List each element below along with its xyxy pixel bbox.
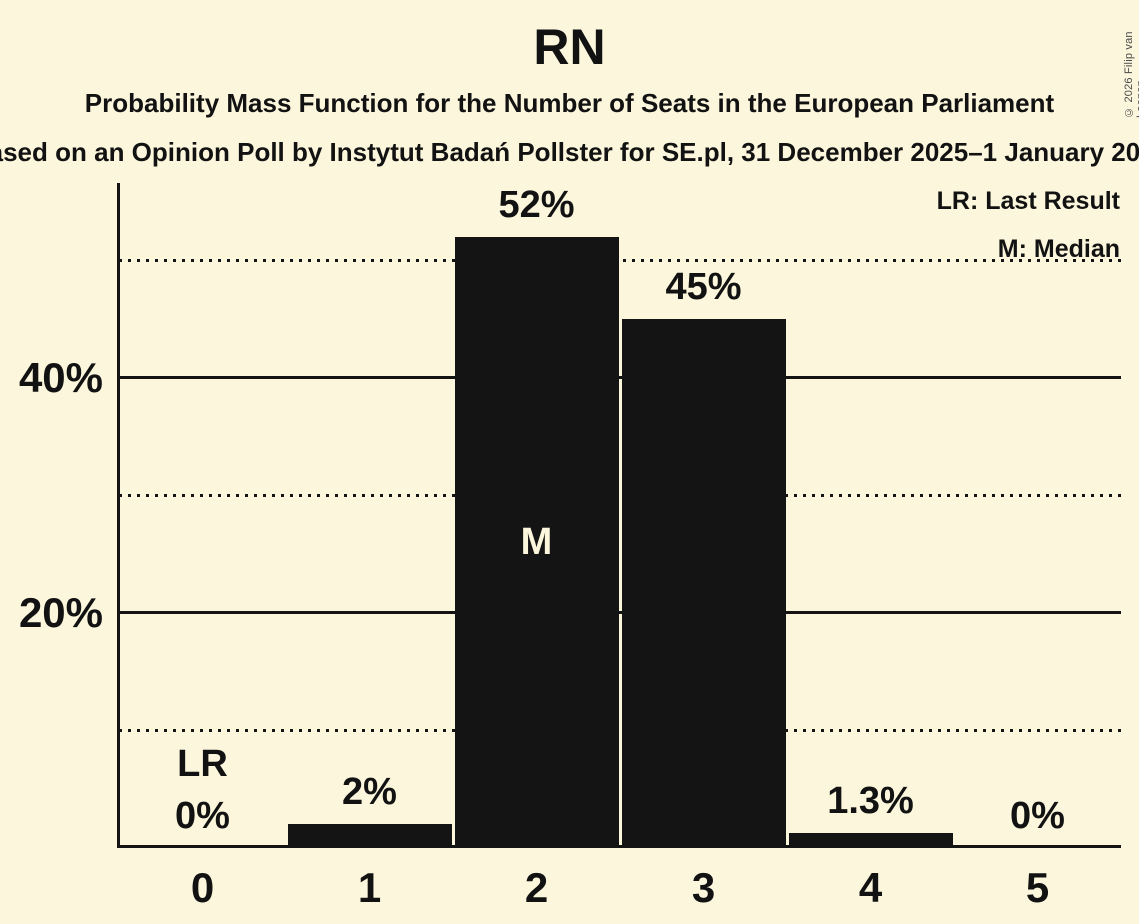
gridline-10 [119, 728, 1121, 732]
legend-last-result-label: LR: Last Result [936, 187, 1120, 215]
y-tick-label-40: 40% [18, 353, 103, 401]
x-axis-line [117, 845, 1121, 848]
x-axis-label-2: 2 [524, 864, 549, 911]
x-axis-label-1: 1 [357, 864, 382, 911]
chart-title: RN [533, 19, 606, 75]
x-axis-label-3: 3 [691, 864, 716, 911]
source-line: Based on an Opinion Poll by Instytut Bad… [0, 137, 1139, 167]
bar-value-label-4: 1.3% [827, 779, 914, 822]
bar-seats-4 [788, 832, 953, 848]
bar-seats-3 [621, 319, 786, 848]
bar-value-label-2: 52% [498, 183, 575, 226]
chart-subtitle: Probability Mass Function for the Number… [84, 88, 1055, 118]
gridline-30 [119, 493, 1121, 497]
legend-median-label: M: Median [997, 235, 1120, 263]
gridline-50 [119, 258, 1121, 262]
x-axis-label-5: 5 [1025, 864, 1050, 911]
gridline-40 [119, 376, 1121, 380]
bar-seats-2 [454, 236, 619, 848]
bar-value-label-0: 0% [175, 795, 230, 837]
x-axis-label-4: 4 [858, 864, 883, 911]
gridline-20 [119, 611, 1121, 615]
bar-value-label-1: 2% [342, 771, 397, 814]
source-line-container: Based on an Opinion Poll by Instytut Bad… [0, 137, 1139, 168]
median-marker: M [520, 521, 553, 564]
bar-value-label-3: 45% [665, 266, 742, 309]
bar-value-label-5: 0% [1010, 795, 1065, 837]
last-result-marker: LR [177, 743, 228, 785]
x-axis-label-0: 0 [190, 864, 215, 911]
y-tick-label-20: 20% [18, 588, 103, 636]
bar-seats-1 [287, 824, 452, 848]
y-axis-line [117, 183, 120, 848]
